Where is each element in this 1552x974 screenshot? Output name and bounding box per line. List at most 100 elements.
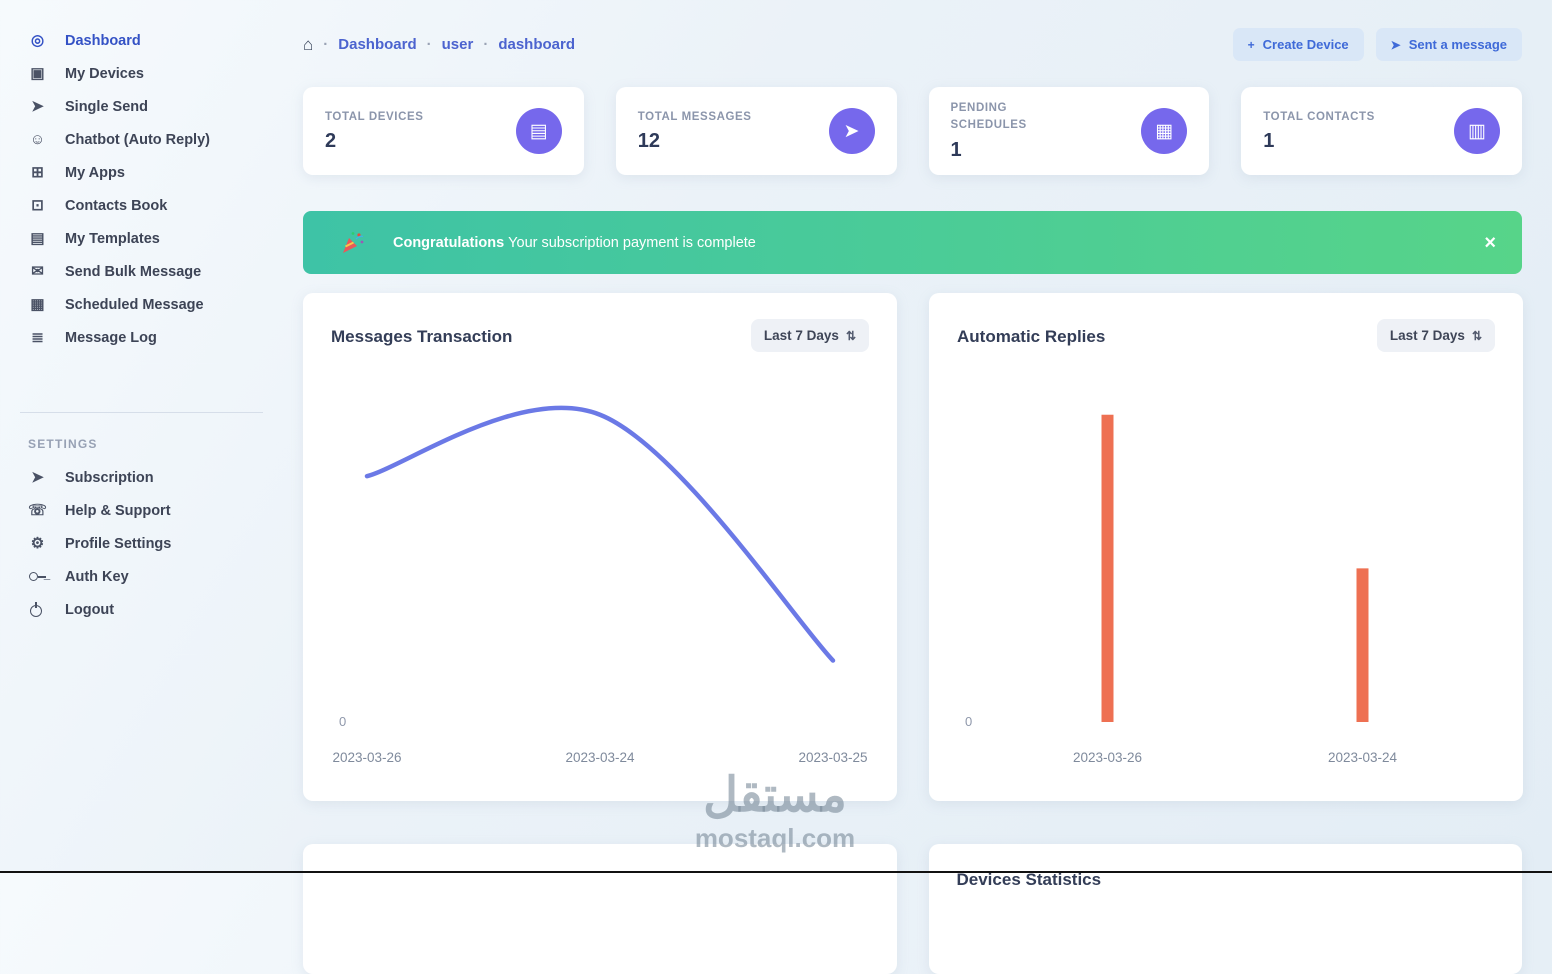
key-icon xyxy=(28,568,47,585)
sidebar-item-label: Chatbot (Auto Reply) xyxy=(65,131,210,148)
x-axis-label: 2023-03-24 xyxy=(565,750,635,765)
breadcrumb-link-user[interactable]: user xyxy=(441,36,474,53)
sidebar: ◎ Dashboard ▣ My Devices ➤ Single Send ☺ Chatbo… xyxy=(0,0,285,873)
calendar-icon: ▦ xyxy=(1141,108,1188,154)
help-support-icon: ☏ xyxy=(28,502,47,519)
sidebar-item-chatbot-auto-reply[interactable]: ☺ Chatbot (Auto Reply) xyxy=(0,123,285,156)
bottom-cards-row: Devices Statistics xyxy=(303,844,1522,974)
create-device-label: Create Device xyxy=(1262,37,1349,52)
sidebar-item-scheduled-message[interactable]: ▦ Scheduled Message xyxy=(0,288,285,321)
chart-title: Automatic Replies xyxy=(957,327,1106,346)
stat-text: TOTAL MESSAGES 12 xyxy=(638,109,752,154)
chart-header: Messages Transaction Last 7 Days ⇅ xyxy=(331,319,869,352)
banner-title: Congratulations xyxy=(393,234,505,251)
stat-value: 12 xyxy=(637,130,660,153)
send-message-label: Sent a message xyxy=(1408,37,1507,52)
stat-value: 1 xyxy=(950,138,962,161)
send-message-button[interactable]: ➤ Sent a message xyxy=(1375,28,1522,61)
stat-card-total-devices: TOTAL DEVICES 2 ▤ xyxy=(303,87,584,175)
sidebar-item-subscription[interactable]: ➤ Subscription xyxy=(0,461,285,494)
line-path xyxy=(364,405,836,663)
devices-statistics-title: Devices Statistics xyxy=(956,870,1102,889)
sort-arrows-icon: ⇅ xyxy=(1471,328,1482,343)
sidebar-item-label: Subscription xyxy=(65,469,154,486)
settings-section-label: SETTINGS xyxy=(28,437,98,451)
contacts-book-icon: ⊡ xyxy=(31,197,44,214)
templates-icon: ▤ xyxy=(30,230,45,247)
range-selector[interactable]: Last 7 Days ⇅ xyxy=(750,319,869,352)
sidebar-item-send-bulk-message[interactable]: ✉ Send Bulk Message xyxy=(0,255,285,288)
single-send-icon: ➤ xyxy=(31,98,44,115)
x-axis-label: 2023-03-26 xyxy=(1073,750,1142,765)
sidebar-item-label: My Apps xyxy=(65,164,125,181)
sidebar-item-label: Help & Support xyxy=(65,502,171,519)
chart-header: Automatic Replies Last 7 Days ⇅ xyxy=(957,319,1495,352)
devices-icon: ▣ xyxy=(30,65,45,82)
sidebar-item-label: Send Bulk Message xyxy=(65,263,202,280)
banner-text: Congratulations Your subscription payment… xyxy=(393,235,756,251)
messages-transaction-card: Messages Transaction Last 7 Days ⇅ 0 2023… xyxy=(303,293,897,801)
stat-value: 2 xyxy=(325,130,337,153)
sidebar-item-my-apps[interactable]: ⊞ My Apps xyxy=(0,156,285,189)
sidebar-item-message-log[interactable]: ≣ Message Log xyxy=(0,321,285,354)
stat-text: TOTAL DEVICES 2 xyxy=(325,109,424,154)
range-selector-value: Last 7 Days xyxy=(763,328,839,343)
stat-card-total-contacts: TOTAL CONTACTS 1 ▥ xyxy=(1241,87,1522,175)
bottom-left-card xyxy=(303,844,897,974)
main-content: ⌂ · Dashboard · user · dashboard + Create Devi… xyxy=(303,0,1523,974)
sidebar-item-my-devices[interactable]: ▣ My Devices xyxy=(0,57,285,90)
sidebar-item-dashboard[interactable]: ◎ Dashboard xyxy=(0,24,285,57)
sidebar-item-label: Message Log xyxy=(65,329,157,346)
party-popper-icon xyxy=(339,230,365,256)
x-axis-label: 2023-03-25 xyxy=(798,750,867,765)
paper-plane-icon: ➤ xyxy=(828,108,875,154)
bar xyxy=(1356,568,1369,722)
subscription-icon: ➤ xyxy=(31,469,44,486)
home-icon[interactable]: ⌂ xyxy=(303,34,314,54)
stat-label: TOTAL MESSAGES xyxy=(637,110,752,123)
stat-label: TOTAL CONTACTS xyxy=(1263,110,1375,123)
stat-text: PENDING SCHEDULES 1 xyxy=(951,100,1079,161)
breadcrumb-separator: · xyxy=(323,36,329,53)
sort-arrows-icon: ⇅ xyxy=(845,328,856,343)
sidebar-item-logout[interactable]: Logout xyxy=(0,593,285,626)
server-stack-icon: ▤ xyxy=(515,108,562,154)
breadcrumb-link-dashboard[interactable]: Dashboard xyxy=(338,36,417,53)
screen-bottom-edge xyxy=(0,871,1552,873)
sidebar-item-auth-key[interactable]: Auth Key xyxy=(0,560,285,593)
gear-icon: ⚙ xyxy=(30,535,45,552)
topbar: ⌂ · Dashboard · user · dashboard + Create Devi… xyxy=(303,28,1522,61)
breadcrumb-link-dashboard[interactable]: dashboard xyxy=(498,36,576,53)
bar xyxy=(1101,414,1114,722)
sidebar-item-help-support[interactable]: ☏ Help & Support xyxy=(0,494,285,527)
stat-text: TOTAL CONTACTS 1 xyxy=(1263,109,1375,154)
sidebar-item-contacts-book[interactable]: ⊡ Contacts Book xyxy=(0,189,285,222)
range-selector[interactable]: Last 7 Days ⇅ xyxy=(1376,319,1495,352)
plus-icon: + xyxy=(1247,37,1255,52)
stat-card-total-messages: TOTAL MESSAGES 12 ➤ xyxy=(615,87,897,175)
sidebar-item-label: Auth Key xyxy=(65,568,129,585)
subscription-banner: Congratulations Your subscription payment… xyxy=(303,211,1522,274)
sidebar-item-single-send[interactable]: ➤ Single Send xyxy=(0,90,285,123)
devices-statistics-card: Devices Statistics xyxy=(928,844,1522,974)
range-selector-value: Last 7 Days xyxy=(1389,328,1465,343)
sidebar-item-profile-settings[interactable]: ⚙ Profile Settings xyxy=(0,527,285,560)
stat-card-pending-schedules: PENDING SCHEDULES 1 ▦ xyxy=(928,87,1210,175)
chatbot-icon: ☺ xyxy=(29,131,46,148)
messages-transaction-chart: 0 2023-03-26 2023-03-24 2023-03-25 xyxy=(332,405,868,765)
sidebar-item-label: Profile Settings xyxy=(65,535,172,552)
close-icon[interactable]: × xyxy=(1484,231,1496,254)
bulk-message-icon: ✉ xyxy=(31,263,44,280)
message-log-icon: ≣ xyxy=(31,329,44,346)
stats-row: TOTAL DEVICES 2 ▤ TOTAL MESSAGES 12 ➤ PENDING … xyxy=(303,87,1522,175)
x-axis-label: 2023-03-26 xyxy=(332,750,401,765)
create-device-button[interactable]: + Create Device xyxy=(1232,28,1364,61)
sidebar-item-label: Single Send xyxy=(65,98,148,115)
sidebar-item-label: Scheduled Message xyxy=(65,296,204,313)
breadcrumb: ⌂ · Dashboard · user · dashboard xyxy=(303,35,575,55)
breadcrumb-separator: · xyxy=(426,36,432,53)
stat-label: TOTAL DEVICES xyxy=(325,110,424,123)
top-actions: + Create Device ➤ Sent a message xyxy=(1232,28,1522,61)
sidebar-item-my-templates[interactable]: ▤ My Templates xyxy=(0,222,285,255)
dashboard-icon: ◎ xyxy=(30,32,45,49)
